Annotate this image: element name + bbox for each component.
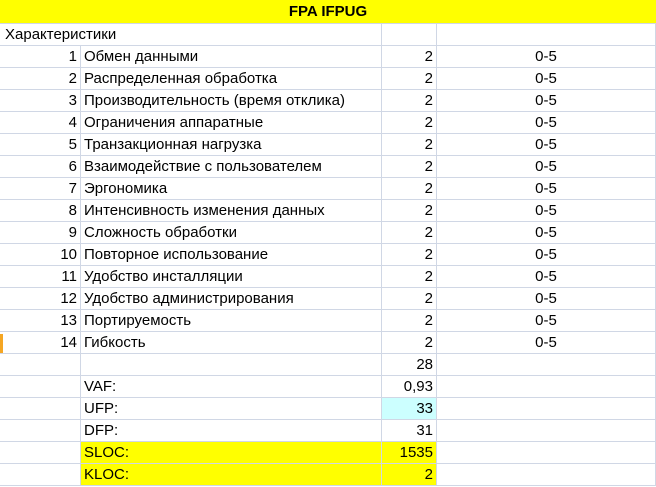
row-number-cell[interactable]: 10: [0, 244, 81, 266]
characteristic-range-cell[interactable]: 0-5: [437, 332, 656, 354]
characteristic-range-cell[interactable]: 0-5: [437, 200, 656, 222]
empty-cell[interactable]: [437, 442, 656, 464]
characteristic-value-cell[interactable]: 2: [382, 266, 437, 288]
empty-cell[interactable]: [0, 442, 81, 464]
empty-cell[interactable]: [0, 398, 81, 420]
characteristic-range-cell[interactable]: 0-5: [437, 46, 656, 68]
characteristic-name-cell[interactable]: Эргономика: [81, 178, 382, 200]
metric-value-cell[interactable]: 2: [382, 464, 437, 486]
empty-cell[interactable]: [437, 464, 656, 486]
row-number-cell[interactable]: 9: [0, 222, 81, 244]
characteristic-value-cell[interactable]: 2: [382, 112, 437, 134]
metric-value-cell[interactable]: 31: [382, 420, 437, 442]
characteristic-name-cell[interactable]: Производительность (время отклика): [81, 90, 382, 112]
row-number-cell[interactable]: 13: [0, 310, 81, 332]
characteristic-value-cell[interactable]: 2: [382, 46, 437, 68]
empty-cell[interactable]: [437, 24, 656, 46]
characteristic-name-cell[interactable]: Гибкость: [81, 332, 382, 354]
characteristic-value-cell[interactable]: 2: [382, 200, 437, 222]
row-number-cell[interactable]: 8: [0, 200, 81, 222]
sum-value-cell[interactable]: 28: [382, 354, 437, 376]
characteristics-header-cell[interactable]: Характеристики: [0, 24, 382, 46]
characteristic-range-cell[interactable]: 0-5: [437, 288, 656, 310]
characteristic-value-cell[interactable]: 2: [382, 178, 437, 200]
empty-cell[interactable]: [437, 376, 656, 398]
characteristic-value-cell[interactable]: 2: [382, 244, 437, 266]
sheet-title-cell[interactable]: FPA IFPUG: [0, 0, 656, 24]
metric-label-cell[interactable]: VAF:: [81, 376, 382, 398]
characteristic-range-cell[interactable]: 0-5: [437, 112, 656, 134]
characteristic-name-cell[interactable]: Портируемость: [81, 310, 382, 332]
empty-cell[interactable]: [0, 420, 81, 442]
characteristic-name-cell[interactable]: Удобство инсталляции: [81, 266, 382, 288]
metric-value-cell[interactable]: 0,93: [382, 376, 437, 398]
characteristic-name-cell[interactable]: Транзакционная нагрузка: [81, 134, 382, 156]
selection-marker: [0, 334, 3, 353]
row-number-cell[interactable]: 14: [0, 332, 81, 354]
characteristic-range-cell[interactable]: 0-5: [437, 90, 656, 112]
row-number-cell[interactable]: 11: [0, 266, 81, 288]
metric-label-cell[interactable]: SLOC:: [81, 442, 382, 464]
metric-value-cell[interactable]: 1535: [382, 442, 437, 464]
characteristic-range-cell[interactable]: 0-5: [437, 310, 656, 332]
characteristic-value-cell[interactable]: 2: [382, 288, 437, 310]
metric-label-cell[interactable]: DFP:: [81, 420, 382, 442]
empty-cell[interactable]: [437, 420, 656, 442]
empty-cell[interactable]: [437, 398, 656, 420]
row-number-cell[interactable]: 3: [0, 90, 81, 112]
empty-cell[interactable]: [382, 24, 437, 46]
characteristic-name-cell[interactable]: Ограничения аппаратные: [81, 112, 382, 134]
characteristic-value-cell[interactable]: 2: [382, 134, 437, 156]
row-number-cell[interactable]: 12: [0, 288, 81, 310]
empty-cell[interactable]: [81, 354, 382, 376]
characteristic-name-cell[interactable]: Повторное использование: [81, 244, 382, 266]
empty-cell[interactable]: [0, 376, 81, 398]
empty-cell[interactable]: [0, 354, 81, 376]
characteristic-name-cell[interactable]: Удобство администрирования: [81, 288, 382, 310]
metric-label-cell[interactable]: KLOC:: [81, 464, 382, 486]
characteristic-name-cell[interactable]: Распределенная обработка: [81, 68, 382, 90]
row-number-cell[interactable]: 2: [0, 68, 81, 90]
empty-cell[interactable]: [437, 354, 656, 376]
characteristic-range-cell[interactable]: 0-5: [437, 68, 656, 90]
characteristic-value-cell[interactable]: 2: [382, 90, 437, 112]
characteristic-name-cell[interactable]: Обмен данными: [81, 46, 382, 68]
characteristic-range-cell[interactable]: 0-5: [437, 244, 656, 266]
empty-cell[interactable]: [0, 464, 81, 486]
row-number-cell[interactable]: 7: [0, 178, 81, 200]
characteristic-name-cell[interactable]: Сложность обработки: [81, 222, 382, 244]
characteristic-range-cell[interactable]: 0-5: [437, 222, 656, 244]
characteristic-value-cell[interactable]: 2: [382, 332, 437, 354]
row-number-cell[interactable]: 1: [0, 46, 81, 68]
characteristic-value-cell[interactable]: 2: [382, 156, 437, 178]
characteristic-name-cell[interactable]: Интенсивность изменения данных: [81, 200, 382, 222]
characteristic-range-cell[interactable]: 0-5: [437, 178, 656, 200]
characteristic-range-cell[interactable]: 0-5: [437, 156, 656, 178]
metric-value-cell[interactable]: 33: [382, 398, 437, 420]
characteristic-value-cell[interactable]: 2: [382, 310, 437, 332]
characteristic-value-cell[interactable]: 2: [382, 222, 437, 244]
metric-label-cell[interactable]: UFP:: [81, 398, 382, 420]
row-number-cell[interactable]: 6: [0, 156, 81, 178]
row-number-cell[interactable]: 4: [0, 112, 81, 134]
characteristic-value-cell[interactable]: 2: [382, 68, 437, 90]
characteristic-range-cell[interactable]: 0-5: [437, 134, 656, 156]
characteristic-name-cell[interactable]: Взаимодействие с пользователем: [81, 156, 382, 178]
characteristic-range-cell[interactable]: 0-5: [437, 266, 656, 288]
row-number-cell[interactable]: 5: [0, 134, 81, 156]
